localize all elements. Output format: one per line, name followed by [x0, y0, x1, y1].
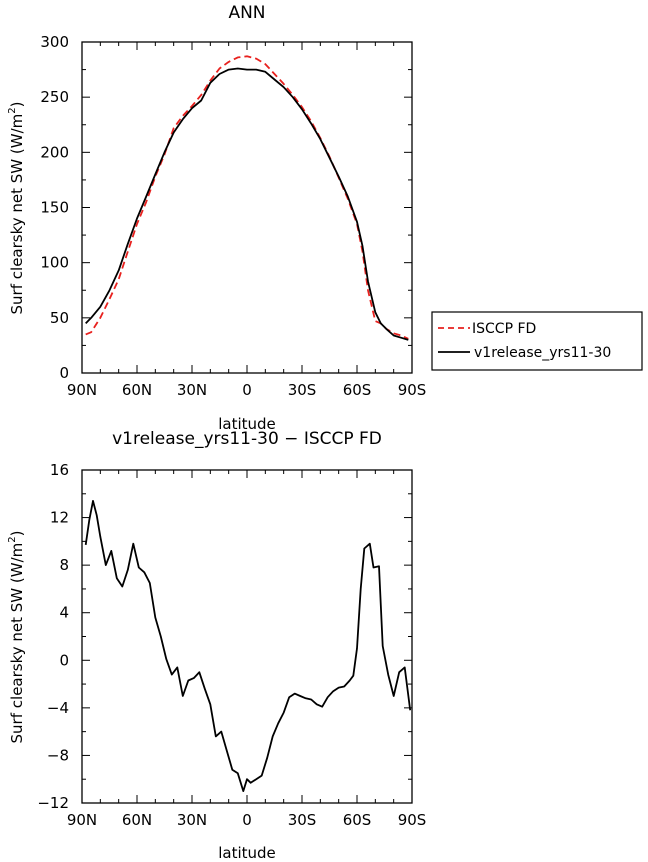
top-chart: ANN Surf clearsky net SW (W/m2) latitude…	[7, 3, 426, 433]
bottom-x-tick-label: 30N	[177, 811, 207, 829]
bottom-y-tick-label: 16	[50, 461, 69, 479]
bottom-x-axis-label: latitude	[218, 844, 276, 862]
bottom-y-tick-label: 8	[59, 556, 69, 574]
bottom-plot-frame	[81, 469, 413, 804]
bottom-y-tick-label: −8	[47, 746, 69, 764]
legend: ISCCP FD v1release_yrs11-30	[431, 311, 643, 371]
bottom-y-tick-label: 12	[50, 509, 69, 527]
bottom-y-tick-label: −4	[47, 699, 69, 717]
top-x-tick-label: 60N	[122, 381, 152, 399]
top-x-tick-label: 30N	[177, 381, 207, 399]
top-x-tick-label: 0	[242, 381, 252, 399]
bottom-x-tick-label: 60N	[122, 811, 152, 829]
top-series-line-v1release-yrs11-30	[85, 67, 409, 341]
top-series-line-isccp-fd	[85, 55, 409, 340]
top-y-axis-label: Surf clearsky net SW (W/m2)	[7, 102, 26, 315]
bottom-x-tick-label: 30S	[288, 811, 317, 829]
top-y-tick-label: 100	[40, 254, 69, 272]
top-plot-frame	[81, 41, 413, 374]
bottom-chart: v1release_yrs11-30 − ISCCP FD Surf clear…	[7, 429, 426, 862]
top-x-tick-label: 30S	[288, 381, 317, 399]
top-x-axis-label: latitude	[218, 415, 276, 433]
bottom-y-tick-label: −12	[37, 794, 69, 812]
top-y-tick-label: 200	[40, 143, 69, 161]
top-x-tick-label: 60S	[343, 381, 372, 399]
bottom-y-axis-label: Surf clearsky net SW (W/m2)	[7, 531, 26, 744]
top-chart-title: ANN	[228, 3, 265, 23]
bottom-x-tick-label: 90N	[67, 811, 97, 829]
legend-box	[431, 311, 643, 371]
top-y-tick-label: 300	[40, 33, 69, 51]
bottom-chart-title: v1release_yrs11-30 − ISCCP FD	[112, 429, 382, 449]
top-y-tick-label: 250	[40, 88, 69, 106]
bottom-y-tick-label: 0	[59, 651, 69, 669]
legend-label-model: v1release_yrs11-30	[474, 345, 611, 361]
top-x-tick-label: 90S	[398, 381, 427, 399]
bottom-y-tick-label: 4	[59, 604, 69, 622]
top-y-tick-label: 50	[50, 309, 69, 327]
top-x-tick-label: 90N	[67, 381, 97, 399]
bottom-x-tick-label: 90S	[398, 811, 427, 829]
bottom-x-tick-label: 0	[242, 811, 252, 829]
bottom-series-line-difference	[84, 499, 412, 792]
bottom-x-tick-label: 60S	[343, 811, 372, 829]
top-y-tick-label: 150	[40, 199, 69, 217]
legend-label-isccp: ISCCP FD	[472, 321, 536, 337]
top-y-tick-label: 0	[59, 364, 69, 382]
